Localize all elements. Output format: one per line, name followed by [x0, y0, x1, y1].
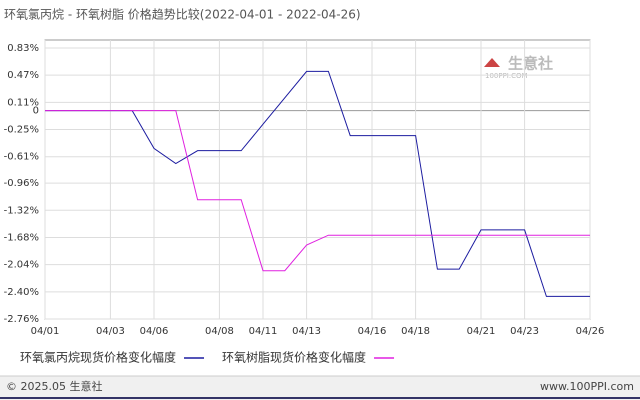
y-tick-label: -2.40% [4, 287, 39, 298]
y-tick-label: -2.04% [4, 260, 39, 271]
x-tick-label: 04/03 [96, 326, 125, 337]
x-tick-label: 04/06 [140, 326, 169, 337]
footer-right: www.100PPI.com [540, 380, 634, 393]
chart-title: 环氧氯丙烷 - 环氧树脂 价格趋势比较(2022-04-01 - 2022-04… [4, 7, 361, 22]
y-tick-label: -1.68% [4, 232, 39, 243]
y-tick-label: -2.76% [4, 314, 39, 325]
y-tick-label: -1.32% [4, 205, 39, 216]
footer-left: © 2025.05 生意社 [6, 379, 102, 393]
y-tick-label: 0.11% [7, 97, 39, 108]
x-tick-label: 04/16 [358, 326, 387, 337]
y-tick-label: -0.61% [4, 152, 39, 163]
y-tick-label: 0.83% [7, 43, 39, 54]
plot-frame [44, 39, 591, 320]
footer-bg [0, 376, 640, 400]
x-tick-label: 04/18 [401, 326, 430, 337]
x-tick-label: 04/26 [576, 326, 605, 337]
x-tick-label: 04/13 [292, 326, 321, 337]
legend-label: 环氧树脂现货价格变化幅度 [222, 350, 366, 365]
y-tick-label: 0 [33, 106, 39, 117]
y-tick-label: -0.25% [4, 125, 39, 136]
legend-label: 环氧氯丙烷现货价格变化幅度 [20, 350, 176, 365]
series-line [45, 110, 590, 272]
series-line [45, 70, 590, 297]
x-tick-label: 04/21 [467, 326, 496, 337]
watermark-icon [484, 58, 500, 67]
x-tick-label: 04/08 [205, 326, 234, 337]
watermark-site: 100PPI.COM [485, 72, 528, 80]
y-tick-label: 0.47% [7, 70, 39, 81]
watermark-name: 生意社 [508, 55, 553, 73]
x-tick-label: 04/01 [31, 326, 60, 337]
x-tick-label: 04/23 [510, 326, 539, 337]
x-tick-label: 04/11 [249, 326, 278, 337]
y-tick-label: -0.96% [4, 178, 39, 189]
